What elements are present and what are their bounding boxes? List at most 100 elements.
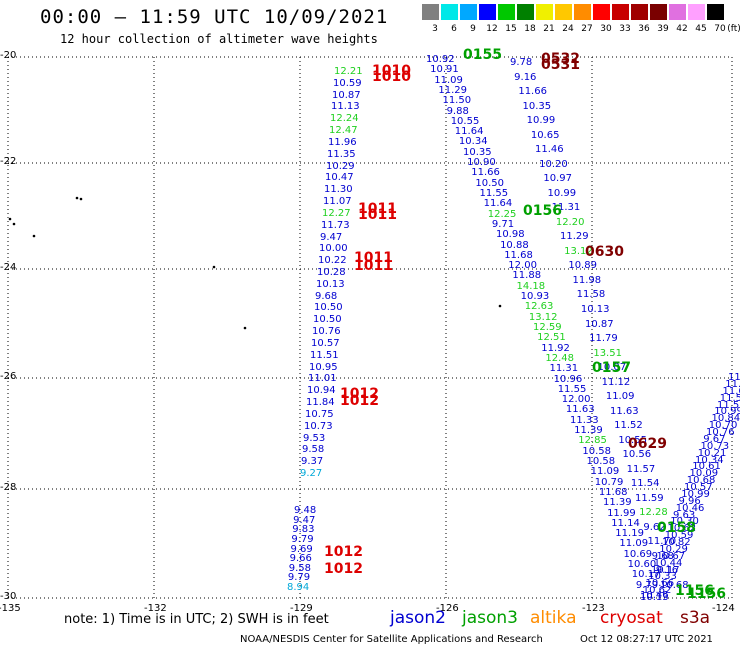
wave-height-value: 10.87 <box>332 89 361 101</box>
wave-height-value: 11.51 <box>310 349 339 361</box>
wave-height-value: 11.79 <box>589 333 618 345</box>
wave-height-value: 10.59 <box>333 77 362 89</box>
wave-height-value: 11.39 <box>574 425 603 437</box>
wave-height-value: 14.18 <box>516 280 546 292</box>
wave-height-value: 11.92 <box>541 342 570 354</box>
legend-jason2: jason2 <box>390 608 446 628</box>
wave-height-value: 9.66 <box>289 553 312 565</box>
wave-height-value: 10.00 <box>319 243 348 255</box>
wave-height-value: 10.75 <box>305 408 334 420</box>
wave-height-value: 10.46 <box>675 502 705 514</box>
scale-label: 27 <box>581 24 593 34</box>
scale-label: 9 <box>470 24 476 34</box>
wave-height-value: 10.17 <box>651 564 680 576</box>
pass-time-label: 0531 <box>541 57 580 73</box>
wave-height-value: 9.78 <box>510 57 533 68</box>
wave-height-value: 11.31 <box>551 202 581 214</box>
pass-time-label: 1012 <box>340 393 379 409</box>
island-dot <box>212 265 216 269</box>
wave-height-value: 11.58 <box>576 289 606 301</box>
wave-height-value: 10.76 <box>312 326 341 338</box>
wave-height-value: 10.58 <box>582 445 612 457</box>
lat-label: -28 <box>0 482 17 493</box>
pass-time-label: 0630 <box>585 244 624 260</box>
wave-height-value: 10.62 <box>667 523 697 535</box>
wave-height-value: 10.99 <box>547 187 577 199</box>
wave-height-value: 11.55 <box>479 188 509 199</box>
wave-height-value: 11.5 <box>728 372 740 383</box>
wave-height-value: 11.52 <box>614 420 643 432</box>
wave-height-value: 12.27 <box>322 207 351 219</box>
wave-height-value: 10.50 <box>313 314 342 326</box>
lon-label: -132 <box>144 603 167 614</box>
wave-height-value: 9.58 <box>302 444 325 456</box>
wave-height-value: 11.09 <box>619 538 649 550</box>
wave-height-value: 9.16 <box>514 71 537 83</box>
wave-height-value: 9.96 <box>678 495 701 507</box>
wave-height-value: 11.09 <box>605 391 635 403</box>
wave-height-value: 10.65 <box>530 129 560 141</box>
island-dot <box>75 196 79 200</box>
scale-swatch <box>498 4 515 20</box>
chart-subtitle: 12 hour collection of altimeter wave hei… <box>60 32 378 46</box>
wave-height-value: 11.07 <box>323 196 352 208</box>
wave-height-value: 10.96 <box>553 373 583 385</box>
scale-swatch <box>536 4 553 20</box>
lat-label: -30 <box>0 591 17 602</box>
wave-height-value: 12.28 <box>639 507 668 519</box>
pass-time-label: 1012 <box>324 561 363 577</box>
wave-height-value: 11.13 <box>331 101 360 113</box>
wave-height-value: 11.09 <box>434 74 463 86</box>
wave-height-value: 12.85 <box>578 435 607 447</box>
wave-height-value: 13.51 <box>593 347 622 359</box>
wave-height-value: 11.64 <box>454 126 484 138</box>
island-dot <box>12 222 16 226</box>
wave-height-value: 9.37 <box>301 456 324 468</box>
island-dot <box>8 217 12 221</box>
wave-height-value: 11.54 <box>630 478 660 490</box>
wave-height-value: 10.22 <box>318 255 347 267</box>
island-markers <box>8 196 502 330</box>
wave-height-value: 10.58 <box>586 456 616 467</box>
wave-height-value: 9.79 <box>287 572 311 584</box>
wave-height-value: 10.69 <box>623 548 653 560</box>
wave-height-value: 10.76 <box>706 427 735 438</box>
wave-height-value: 9.58 <box>288 562 312 574</box>
wave-height-value: 12.47 <box>329 125 358 137</box>
scale-swatch <box>650 4 667 20</box>
wave-height-value: 10.79 <box>594 476 624 488</box>
wave-height-value: 12.59 <box>533 322 562 333</box>
wave-height-value: 11.09 <box>590 466 620 478</box>
wave-height-value: 10.29 <box>326 160 355 172</box>
pass-time-label: 1011 <box>358 207 397 223</box>
scale-label: 21 <box>543 24 555 34</box>
scale-swatch <box>555 4 572 20</box>
lat-label: -24 <box>0 262 17 273</box>
wave-height-value: 10.13 <box>640 592 669 603</box>
pass-time-label: 1010 <box>372 63 411 79</box>
wave-height-value: 10.46 <box>640 590 669 601</box>
wave-height-value: 10.56 <box>622 449 652 461</box>
scale-swatch <box>479 4 496 20</box>
wave-height-value: 10.99 <box>681 488 710 500</box>
scale-swatch <box>688 4 705 20</box>
wave-height-value: 11.01 <box>308 373 337 385</box>
wave-height-value: 10.35 <box>522 100 552 112</box>
wave-height-value: 10.50 <box>314 302 343 314</box>
wave-height-value: 12.00 <box>561 394 591 406</box>
scale-label: 30 <box>600 24 612 34</box>
wave-height-value: 10.82 <box>662 537 691 548</box>
wave-height-value: 10.73 <box>700 440 730 452</box>
wave-height-value: 11.66 <box>518 86 547 98</box>
scale-label: 42 <box>676 24 688 34</box>
lon-label: -135 <box>0 603 21 614</box>
wave-height-value: 11.57 <box>719 392 740 404</box>
wave-height-value: 11.39 <box>602 497 632 509</box>
pass-time-label: 1011 <box>354 258 393 274</box>
wave-height-value: 12.51 <box>537 332 566 344</box>
wave-height-value: 8.94 <box>287 582 310 593</box>
wave-height-value: 10.67 <box>656 550 686 562</box>
wave-height-value: 9.79 <box>635 579 659 591</box>
wave-height-value: 11.99 <box>607 507 636 519</box>
wave-height-value: 10.60 <box>627 559 657 571</box>
